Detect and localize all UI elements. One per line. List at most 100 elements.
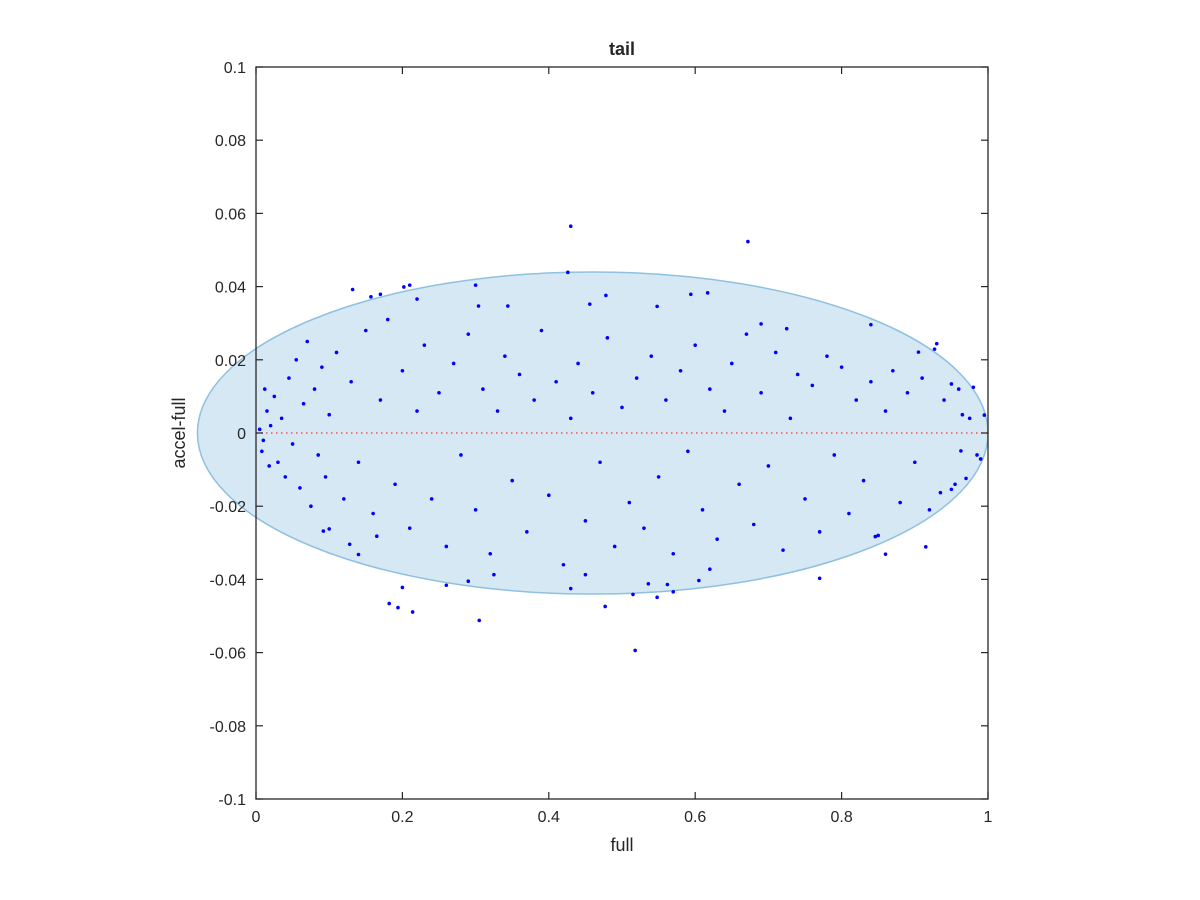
y-tick-label: -0.06	[210, 646, 247, 663]
data-point	[459, 453, 463, 457]
data-point	[451, 361, 456, 366]
data-point	[847, 511, 851, 516]
data-point	[686, 449, 690, 454]
data-point	[665, 582, 670, 587]
data-point	[744, 332, 749, 336]
data-point	[561, 562, 566, 567]
data-point	[279, 416, 284, 421]
data-point	[978, 457, 983, 461]
y-tick-label: 0	[237, 426, 246, 443]
data-point	[697, 578, 701, 583]
y-tick-label: 0.08	[215, 133, 246, 150]
data-point	[825, 354, 829, 358]
data-point	[737, 482, 741, 487]
data-point	[655, 595, 659, 600]
data-point	[554, 379, 558, 384]
data-point	[481, 387, 485, 391]
data-point	[301, 401, 306, 406]
y-axis-ticks: -0.1 -0.08 -0.06 -0.04 -0.02 0 0.02 0.04 0.06 0.0…	[210, 60, 988, 809]
data-point	[590, 390, 595, 395]
data-point	[364, 328, 368, 333]
data-point	[276, 460, 280, 465]
x-tick-label: 0.6	[684, 809, 706, 826]
data-point	[891, 368, 895, 373]
data-point	[817, 530, 822, 534]
data-point	[583, 572, 588, 577]
data-point	[268, 423, 273, 428]
data-point	[627, 500, 632, 505]
data-point	[347, 542, 352, 547]
data-point	[967, 416, 972, 421]
data-point	[305, 339, 310, 344]
data-point	[633, 648, 637, 653]
data-point	[323, 475, 328, 479]
data-point	[334, 350, 339, 355]
data-point	[788, 416, 793, 421]
data-point	[378, 398, 383, 402]
data-point	[477, 618, 482, 623]
data-point	[927, 508, 932, 512]
y-tick-label: 0.06	[215, 206, 246, 223]
data-point	[708, 567, 712, 571]
data-point	[321, 529, 326, 533]
data-point	[402, 285, 406, 289]
y-tick-label: 0.04	[215, 280, 246, 297]
data-point	[583, 519, 588, 523]
data-point	[466, 579, 471, 584]
y-axis-label: accel-full	[169, 397, 189, 468]
data-point	[693, 343, 697, 347]
data-point	[982, 413, 987, 417]
data-point	[960, 412, 965, 417]
data-point	[415, 297, 419, 301]
y-tick-label: -0.1	[218, 792, 246, 809]
data-point	[492, 572, 496, 577]
data-point	[393, 482, 397, 487]
data-point	[385, 317, 390, 322]
data-point	[506, 304, 510, 308]
y-tick-label: -0.04	[210, 572, 247, 589]
data-point	[913, 460, 917, 465]
data-point	[320, 365, 324, 369]
x-tick-label: 0	[252, 809, 261, 826]
data-point	[568, 586, 573, 591]
data-point	[294, 358, 299, 362]
data-point	[603, 604, 607, 609]
data-point	[400, 585, 405, 590]
data-point	[587, 302, 592, 306]
data-point	[488, 551, 493, 556]
data-point	[356, 552, 361, 557]
data-point	[766, 464, 771, 468]
data-point	[656, 475, 661, 479]
data-point	[932, 347, 937, 351]
data-point	[444, 583, 449, 588]
data-point	[784, 326, 789, 331]
data-point	[400, 368, 405, 373]
data-point	[705, 291, 710, 295]
data-point	[605, 336, 610, 340]
data-point	[869, 379, 873, 384]
data-point	[272, 394, 277, 399]
data-point	[620, 405, 624, 410]
data-point	[283, 475, 288, 479]
data-point	[327, 412, 332, 417]
data-point	[566, 270, 570, 275]
data-point	[356, 460, 361, 465]
data-point	[473, 283, 478, 287]
data-point	[415, 409, 419, 413]
x-axis-ticks: 0 0.2 0.4 0.6 0.8 1	[252, 67, 993, 826]
data-point	[832, 453, 837, 457]
data-point	[604, 293, 608, 298]
data-point	[708, 387, 712, 391]
data-point	[369, 295, 373, 299]
x-tick-label: 0.4	[538, 809, 560, 826]
x-tick-label: 0.8	[830, 809, 852, 826]
data-point	[568, 224, 573, 229]
data-point	[476, 304, 481, 308]
data-point	[634, 376, 639, 380]
data-point	[671, 590, 676, 594]
data-point	[869, 322, 873, 327]
data-point	[854, 398, 859, 402]
data-point	[971, 385, 976, 390]
data-point	[350, 287, 355, 292]
data-point	[664, 398, 668, 402]
